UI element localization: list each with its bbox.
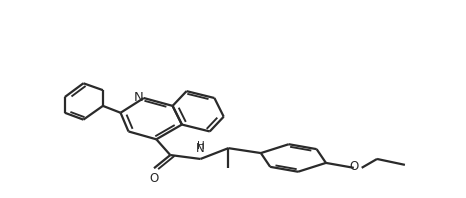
Text: H: H: [197, 142, 205, 151]
Text: N: N: [133, 90, 143, 104]
Text: O: O: [349, 160, 358, 173]
Text: O: O: [150, 172, 158, 185]
Text: N: N: [196, 142, 205, 155]
